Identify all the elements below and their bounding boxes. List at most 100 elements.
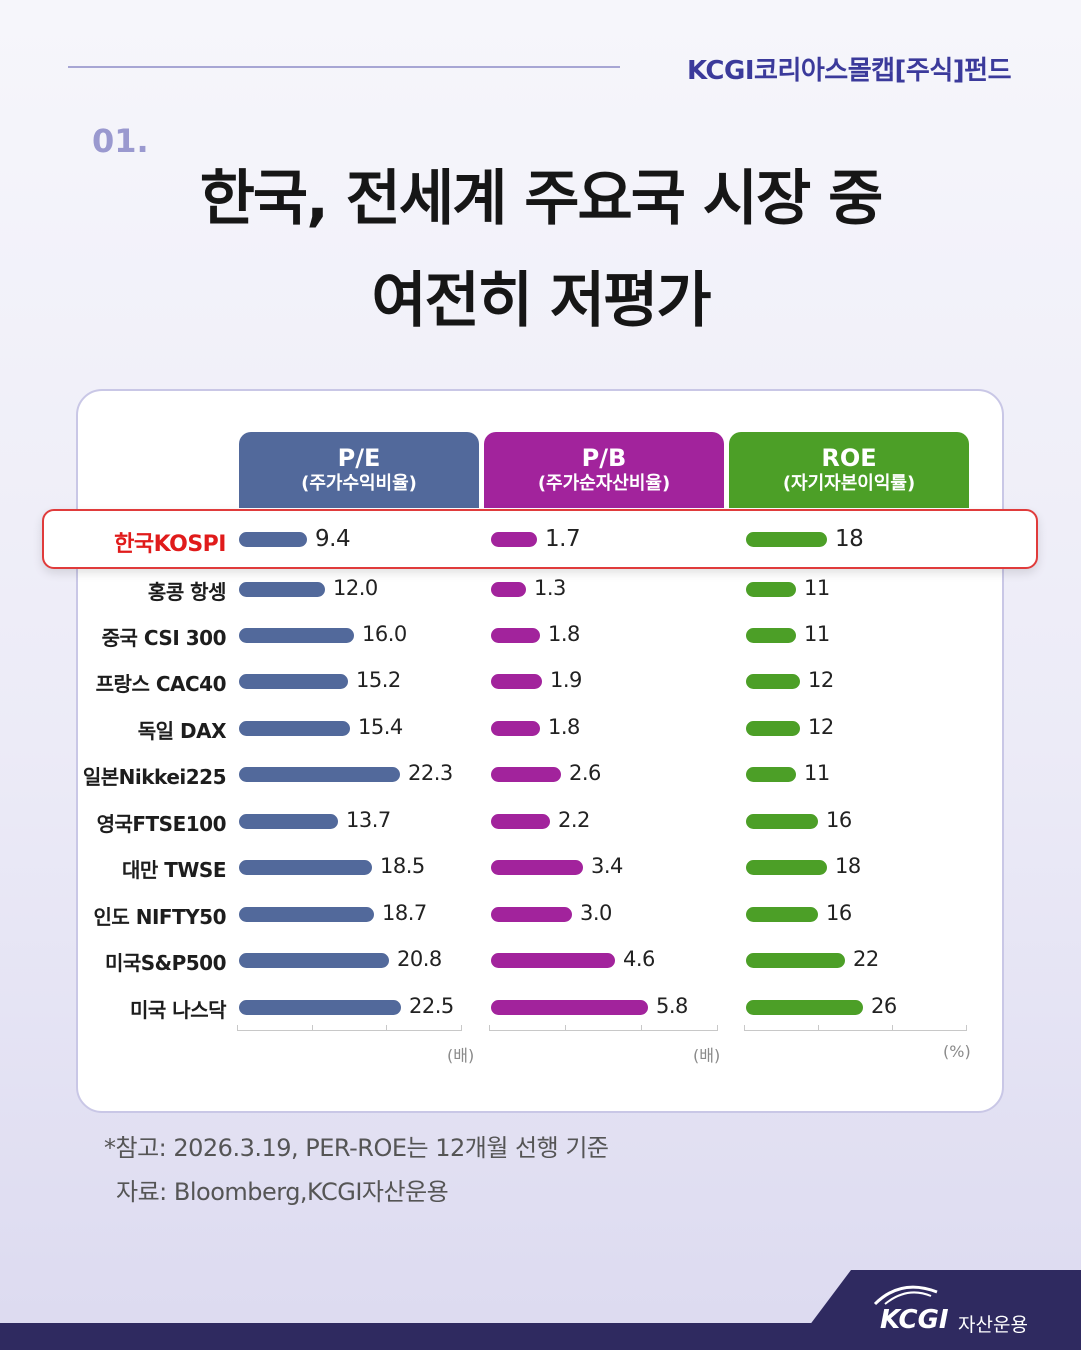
row-label: 프랑스 CAC40 [95,672,227,696]
roe-value-label: 11 [804,622,830,646]
reference-note: *참고: 2026.3.19, PER-ROE는 12개월 선행 기준 [104,1134,609,1162]
pb-header-title: P/B [581,444,627,472]
pe-bar [239,582,325,597]
roe-value-label: 18 [835,854,861,878]
roe-value-label: 12 [808,715,834,739]
pe-bar [239,721,350,736]
pb-header-subtitle: (주가순자산비율) [537,473,671,494]
roe-bar [746,767,796,782]
roe-bar [746,953,845,968]
pe-bar [239,674,348,689]
pb-value-label: 2.2 [558,808,590,832]
pb-bar [491,953,615,968]
pb-column-header: P/B (주가순자산비율) [484,432,724,508]
roe-header-subtitle: (자기자본이익률) [782,473,916,494]
pe-bar [239,532,307,547]
section-number: 01. [92,122,149,160]
roe-axis-tick [966,1025,967,1031]
pb-axis-tick [489,1025,490,1031]
roe-bar [746,860,827,875]
pb-axis-line [489,1030,717,1031]
source-note: 자료: Bloomberg,KCGI자산운용 [116,1178,449,1206]
pb-value-label: 5.8 [656,994,688,1018]
roe-bar [746,532,827,547]
pe-bar [239,1000,401,1015]
pb-value-label: 4.6 [623,947,655,971]
roe-bar [746,1000,863,1015]
pe-value-label: 18.7 [382,901,427,925]
roe-axis-tick [818,1025,819,1031]
pb-axis-tick [565,1025,566,1031]
pb-bar [491,860,583,875]
pe-bar [239,767,400,782]
pe-value-label: 16.0 [362,622,407,646]
pb-value-label: 1.3 [534,576,566,600]
pb-unit-label: (배) [693,1046,721,1065]
kospi-highlight-row [42,509,1038,569]
roe-value-label: 22 [853,947,879,971]
row-label: 대만 TWSE [121,858,227,882]
pb-bar [491,767,561,782]
pe-value-label: 13.7 [346,808,391,832]
pb-value-label: 3.0 [580,901,612,925]
pe-unit-label: (배) [447,1046,475,1065]
pb-value-label: 1.9 [550,668,582,692]
pb-bar [491,674,542,689]
page-title-line1: 한국, 전세계 주요국 시장 중 [199,164,884,234]
roe-value-label: 16 [826,901,852,925]
roe-axis-tick [892,1025,893,1031]
roe-axis-tick [744,1025,745,1031]
pb-value-label: 1.8 [548,715,580,739]
pe-value-label: 18.5 [380,854,425,878]
pb-bar [491,582,526,597]
row-label: 미국S&P500 [104,951,227,975]
pb-value-label: 1.8 [548,622,580,646]
logo-background-shape [791,1270,1081,1350]
pb-axis-tick [717,1025,718,1031]
row-label: 중국 CSI 300 [101,626,227,650]
pe-bar [239,953,389,968]
row-label: 인도 NIFTY50 [93,905,226,929]
row-label: 미국 나스닥 [130,998,226,1022]
header-divider [68,66,620,68]
pe-bar [239,907,374,922]
pe-header-title: P/E [337,444,381,472]
pb-bar [491,532,537,547]
roe-bar [746,814,818,829]
row-label: 영국FTSE100 [96,812,227,836]
pe-axis-tick [386,1025,387,1031]
roe-value-label: 12 [808,668,834,692]
roe-bar [746,907,818,922]
roe-value-label: 11 [804,761,830,785]
roe-bar [746,674,800,689]
pe-axis-tick [312,1025,313,1031]
pe-axis-tick [461,1025,462,1031]
roe-axis-line [744,1030,966,1031]
pe-value-label: 22.3 [408,761,453,785]
roe-value-label: 11 [804,576,830,600]
roe-value-label: 18 [835,526,864,552]
pe-value-label: 15.2 [356,668,401,692]
pb-value-label: 2.6 [569,761,601,785]
page-title-line2: 여전히 저평가 [371,266,711,336]
roe-bar [746,582,796,597]
pe-bar [239,628,354,643]
pe-value-label: 15.4 [358,715,403,739]
row-label: 일본Nikkei225 [82,765,227,789]
pe-value-label: 12.0 [333,576,378,600]
row-label: 홍콩 항셍 [147,580,227,604]
pe-header-subtitle: (주가수익비율) [301,473,417,494]
roe-value-label: 16 [826,808,852,832]
pb-bar [491,721,540,736]
pe-bar [239,860,372,875]
fund-name: KCGI코리아스몰캡[주식]펀드 [686,56,1012,86]
pe-column-header: P/E (주가수익비율) [239,432,479,508]
logo-swoosh-icon [873,1285,938,1306]
roe-value-label: 26 [871,994,897,1018]
pb-bar [491,907,572,922]
pb-bar [491,1000,648,1015]
logo-sub: 자산운용 [958,1314,1028,1336]
roe-unit-label: (%) [943,1042,971,1061]
roe-header-title: ROE [821,444,877,472]
roe-bar [746,721,800,736]
